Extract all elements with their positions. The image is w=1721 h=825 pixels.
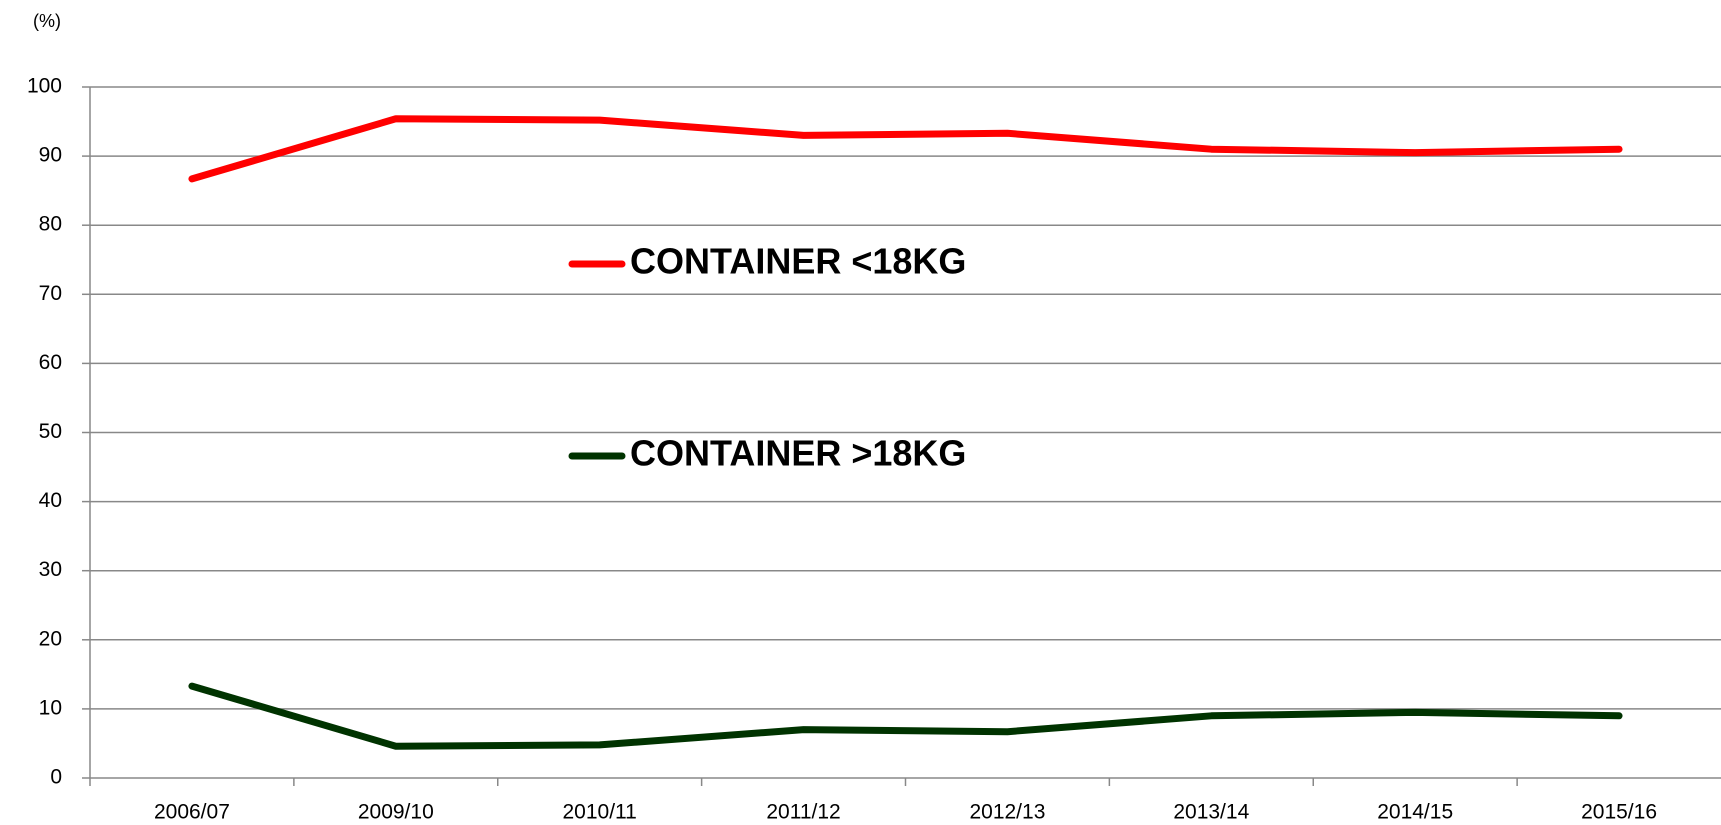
x-tick-label: 2012/13 [969, 801, 1045, 824]
y-tick-label: 90 [39, 144, 62, 167]
y-axis-label: (%) [33, 11, 61, 31]
y-tick-label: 100 [27, 75, 62, 98]
y-tick-label: 30 [39, 558, 62, 581]
y-tick-label: 40 [39, 489, 62, 512]
x-tick-label: 2013/14 [1173, 801, 1249, 824]
x-tick-label: 2014/15 [1377, 801, 1453, 824]
x-tick-label: 2011/12 [766, 801, 840, 824]
x-tick-label: 2015/16 [1581, 801, 1657, 824]
series-line [188, 115, 1623, 183]
legend-label: CONTAINER >18KG [630, 433, 966, 474]
x-tick-label: 2006/07 [154, 801, 230, 824]
legend-label: CONTAINER <18KG [630, 241, 966, 282]
x-tick-label: 2010/11 [563, 801, 637, 824]
series-line [188, 682, 1623, 750]
y-tick-label: 80 [39, 213, 62, 236]
y-tick-label: 70 [39, 282, 62, 305]
x-tick-label: 2009/10 [358, 801, 434, 824]
y-tick-label: 10 [39, 696, 62, 719]
y-tick-label: 20 [39, 627, 62, 650]
y-tick-label: 60 [39, 351, 62, 374]
y-tick-label: 50 [39, 420, 62, 443]
y-tick-label: 0 [50, 766, 62, 789]
